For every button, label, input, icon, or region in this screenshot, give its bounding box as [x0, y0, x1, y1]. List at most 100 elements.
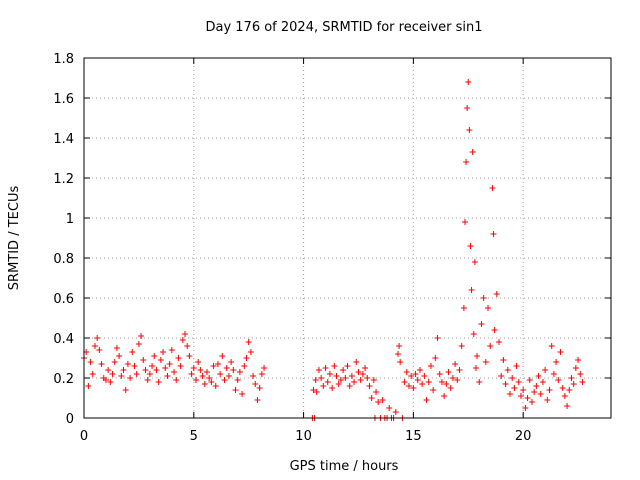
data-point — [553, 359, 560, 365]
data-point — [496, 339, 503, 345]
data-point — [485, 305, 492, 311]
data-point — [89, 371, 96, 377]
data-point — [509, 375, 516, 381]
y-tick-label: 0.6 — [53, 292, 74, 307]
data-point — [164, 373, 171, 379]
data-point — [331, 363, 338, 369]
data-point — [175, 355, 182, 361]
data-point — [96, 347, 103, 353]
data-point — [570, 381, 577, 387]
data-point — [111, 359, 118, 365]
plot-frame — [83, 57, 612, 419]
data-point — [572, 365, 579, 371]
data-point — [577, 371, 584, 377]
data-point — [337, 377, 344, 383]
data-point — [526, 377, 533, 383]
data-point — [312, 377, 319, 383]
data-point — [138, 333, 145, 339]
data-point — [177, 363, 184, 369]
data-point — [140, 357, 147, 363]
data-point — [493, 291, 500, 297]
x-tick-label: 0 — [80, 429, 88, 444]
y-tick-label: 0.2 — [53, 372, 74, 387]
data-point — [432, 355, 439, 361]
data-point — [353, 359, 360, 365]
data-point — [210, 363, 217, 369]
y-tick-label: 0.8 — [53, 252, 74, 267]
tick-labels: 0 0.2 0.4 0.6 0.8 1 1.2 1.4 1.6 1.8 0 5 10 15 20 — [53, 52, 531, 444]
data-point — [423, 397, 430, 403]
data-point — [559, 385, 566, 391]
data-point — [468, 287, 475, 293]
data-point — [386, 405, 393, 411]
data-point — [118, 373, 125, 379]
data-point — [544, 397, 551, 403]
data-point — [212, 383, 219, 389]
data-point — [329, 385, 336, 391]
data-point — [441, 393, 448, 399]
y-tick-label: 1.4 — [53, 132, 74, 147]
data-point — [366, 383, 373, 389]
data-point — [504, 367, 511, 373]
data-point — [425, 379, 432, 385]
y-tick-label: 0 — [66, 412, 74, 427]
data-point — [359, 371, 366, 377]
data-point — [153, 367, 160, 373]
data-point — [127, 375, 134, 381]
data-point — [454, 377, 461, 383]
data-point — [427, 363, 434, 369]
data-point — [460, 305, 467, 311]
data-point — [434, 335, 441, 341]
chart-title: Day 176 of 2024, SRMTID for receiver sin… — [205, 20, 482, 35]
data-point — [122, 387, 129, 393]
y-tick-label: 1.6 — [53, 92, 74, 107]
data-point — [498, 373, 505, 379]
data-point — [456, 367, 463, 373]
data-point — [195, 359, 202, 365]
data-point — [396, 343, 403, 349]
data-point — [412, 371, 419, 377]
data-point — [491, 327, 498, 333]
data-point — [419, 381, 426, 387]
data-point — [357, 377, 364, 383]
data-point — [392, 409, 399, 415]
data-point — [364, 375, 371, 381]
data-point — [313, 389, 320, 395]
data-point — [539, 379, 546, 385]
data-point — [502, 381, 509, 387]
data-point — [223, 365, 230, 371]
data-point — [466, 127, 473, 133]
data-point — [160, 349, 167, 355]
data-point — [190, 365, 197, 371]
data-point — [355, 369, 362, 375]
data-point — [449, 375, 456, 381]
data-point — [430, 387, 437, 393]
data-point — [410, 385, 417, 391]
data-point — [173, 377, 180, 383]
data-point — [414, 377, 421, 383]
data-point — [535, 373, 542, 379]
data-point — [241, 363, 248, 369]
data-point — [186, 353, 193, 359]
data-point — [461, 219, 468, 225]
data-point — [458, 343, 465, 349]
data-point — [555, 377, 562, 383]
x-tick-label: 5 — [190, 429, 198, 444]
data-point — [375, 399, 382, 405]
data-point — [348, 373, 355, 379]
data-series-sin1 — [81, 79, 586, 421]
data-point — [476, 379, 483, 385]
y-tick-label: 0.4 — [53, 332, 74, 347]
data-point — [482, 359, 489, 365]
data-point — [236, 369, 243, 375]
x-tick-label: 15 — [405, 429, 422, 444]
data-point — [524, 395, 531, 401]
data-point — [408, 373, 415, 379]
data-point — [219, 353, 226, 359]
data-point — [405, 383, 412, 389]
data-point — [373, 389, 380, 395]
data-point — [252, 381, 259, 387]
data-point — [463, 159, 470, 165]
data-point — [397, 359, 404, 365]
data-point — [478, 321, 485, 327]
